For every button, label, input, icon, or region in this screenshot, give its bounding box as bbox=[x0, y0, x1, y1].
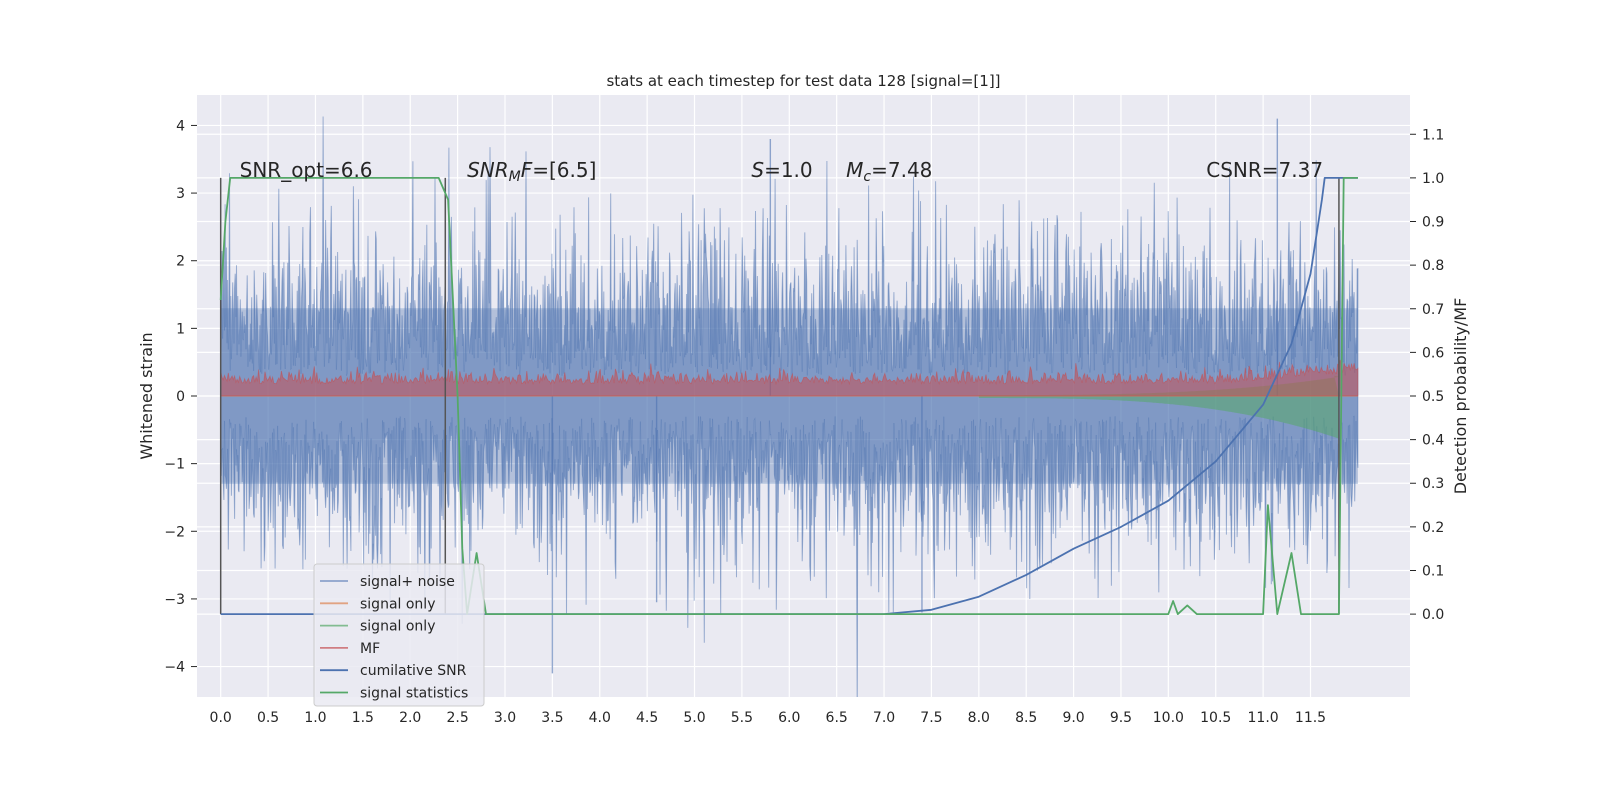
plot-area bbox=[220, 116, 1359, 697]
y-tick-label: −1 bbox=[164, 457, 185, 473]
x-tick-label: 4.0 bbox=[589, 710, 611, 726]
legend-label: signal only bbox=[360, 619, 435, 635]
x-tick-label: 6.0 bbox=[778, 710, 800, 726]
y2-tick-label: 0.5 bbox=[1422, 389, 1444, 405]
x-tick-label: 5.5 bbox=[731, 710, 753, 726]
x-tick-label: 2.0 bbox=[399, 710, 421, 726]
annotation-0: SNR_opt=6.6 bbox=[240, 158, 373, 182]
y2-tick-label: 0.9 bbox=[1422, 215, 1444, 231]
legend-label: cumilative SNR bbox=[360, 663, 467, 679]
series-mf bbox=[220, 359, 1359, 397]
y-tick-label: 3 bbox=[176, 186, 185, 202]
y2-tick-label: 0.7 bbox=[1422, 302, 1444, 318]
x-tick-label: 1.0 bbox=[304, 710, 326, 726]
y2-tick-label: 0.8 bbox=[1422, 258, 1444, 274]
y2-tick-label: 0.6 bbox=[1422, 345, 1444, 361]
x-tick-label: 9.5 bbox=[1110, 710, 1132, 726]
y2-axis-label: Detection probability/MF bbox=[1451, 298, 1470, 495]
legend-label: MF bbox=[360, 641, 380, 657]
series-cumulative-snr bbox=[220, 176, 1358, 615]
y2-tick-label: 1.1 bbox=[1422, 127, 1444, 143]
y-tick-label: 2 bbox=[176, 254, 185, 270]
y2-tick-label: 0.1 bbox=[1422, 563, 1444, 579]
y-tick-label: 0 bbox=[176, 389, 185, 405]
y2-tick-label: 0.0 bbox=[1422, 607, 1444, 623]
y-tick-label: −3 bbox=[164, 592, 185, 608]
x-tick-label: 6.5 bbox=[826, 710, 848, 726]
annotation-2: S=1.0 bbox=[751, 158, 812, 182]
y-tick-label: −4 bbox=[164, 660, 185, 676]
legend: signal+ noise signal only signal only MF cum… bbox=[313, 563, 485, 707]
x-tick-label: 1.5 bbox=[352, 710, 374, 726]
series-signal-noise bbox=[220, 116, 1359, 697]
x-tick-label: 7.5 bbox=[920, 710, 942, 726]
y-tick-label: −2 bbox=[164, 524, 185, 540]
x-tick-label: 7.0 bbox=[873, 710, 895, 726]
x-tick-label: 0.5 bbox=[257, 710, 279, 726]
x-tick-label: 11.5 bbox=[1295, 710, 1326, 726]
annotation-4: CSNR=7.37 bbox=[1206, 158, 1323, 182]
x-tick-label: 8.5 bbox=[1015, 710, 1037, 726]
x-tick-label: 3.5 bbox=[541, 710, 563, 726]
y2-tick-label: 0.2 bbox=[1422, 520, 1444, 536]
annotation-3: Mc=7.48 bbox=[846, 158, 932, 185]
y2-tick-label: 0.4 bbox=[1422, 433, 1444, 449]
x-tick-label: 10.0 bbox=[1153, 710, 1184, 726]
legend-label: signal statistics bbox=[360, 686, 468, 702]
x-tick-label: 3.0 bbox=[494, 710, 516, 726]
y-tick-label: 1 bbox=[176, 321, 185, 337]
legend-label: signal only bbox=[360, 596, 435, 612]
x-tick-label: 10.5 bbox=[1200, 710, 1231, 726]
x-tick-label: 2.5 bbox=[446, 710, 468, 726]
y2-tick-label: 1.0 bbox=[1422, 171, 1444, 187]
x-tick-label: 4.5 bbox=[636, 710, 658, 726]
y-tick-label: 4 bbox=[176, 118, 185, 134]
chart-title: stats at each timestep for test data 128… bbox=[606, 72, 1000, 90]
legend-box bbox=[313, 563, 485, 707]
series-signal-statistics bbox=[219, 176, 1358, 615]
y-axis-label: Whitened strain bbox=[137, 332, 156, 459]
legend-label: signal+ noise bbox=[360, 574, 455, 590]
x-tick-label: 8.0 bbox=[968, 710, 990, 726]
x-tick-label: 5.0 bbox=[683, 710, 705, 726]
x-tick-label: 9.0 bbox=[1062, 710, 1084, 726]
x-tick-label: 11.0 bbox=[1248, 710, 1279, 726]
y2-tick-label: 0.3 bbox=[1422, 476, 1444, 492]
annotation-1: SNRMF=[6.5] bbox=[467, 158, 596, 185]
x-tick-label: 0.0 bbox=[210, 710, 232, 726]
